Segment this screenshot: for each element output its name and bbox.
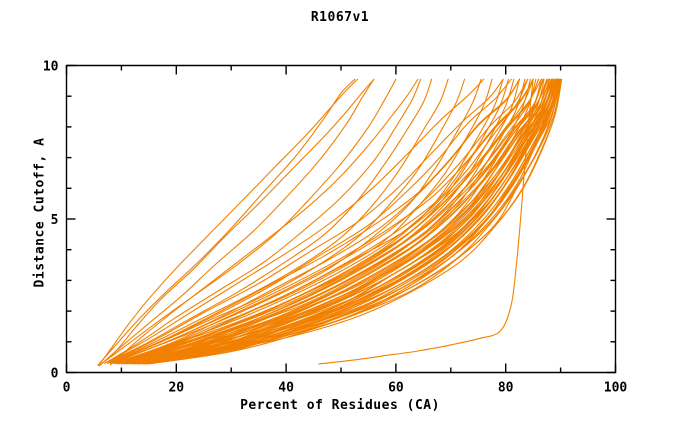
data-series-line xyxy=(145,78,559,364)
y-tick-label: 10 xyxy=(43,60,59,75)
data-series-line xyxy=(142,78,562,363)
data-series-line xyxy=(131,78,552,364)
data-series-line xyxy=(137,78,556,365)
data-series-line xyxy=(107,78,485,363)
x-tick-label: 100 xyxy=(604,381,628,396)
data-series-line xyxy=(109,78,419,366)
tick-labels-group: 0 20 40 60 80 100 0 5 10 xyxy=(43,60,628,396)
data-series-line xyxy=(101,78,397,364)
data-series-line xyxy=(109,78,482,364)
data-series-line xyxy=(112,78,504,364)
data-series-line xyxy=(126,78,553,363)
data-series-line xyxy=(115,78,534,363)
data-series-line xyxy=(112,78,493,364)
data-series-line xyxy=(142,78,559,365)
data-series-line xyxy=(107,78,449,364)
data-series-line xyxy=(104,78,433,364)
axes-group xyxy=(65,64,617,374)
data-series-line xyxy=(112,78,520,363)
x-tick-label: 40 xyxy=(278,381,294,396)
data-series-line xyxy=(137,78,559,363)
data-series-line xyxy=(318,78,534,365)
x-tick-label: 20 xyxy=(168,381,184,396)
data-series-line xyxy=(131,78,556,363)
data-series-line xyxy=(118,78,542,363)
data-series-line xyxy=(148,78,561,364)
data-series-line xyxy=(109,78,512,364)
data-series-line xyxy=(109,78,466,364)
data-series-line xyxy=(104,78,422,364)
data-series-group xyxy=(97,78,563,367)
x-axis-label: Percent of Residues (CA) xyxy=(240,398,440,413)
x-tick-label: 0 xyxy=(63,381,71,396)
data-series-line xyxy=(97,78,356,366)
data-series-line xyxy=(148,78,562,365)
data-series-line xyxy=(99,78,375,366)
data-series-line xyxy=(115,78,529,364)
data-series-line xyxy=(142,78,559,365)
y-tick-label: 0 xyxy=(51,367,59,382)
data-series-line xyxy=(97,78,359,367)
data-series-line xyxy=(115,78,529,365)
data-series-line xyxy=(126,78,548,365)
x-tick-label: 60 xyxy=(388,381,404,396)
chart-title: R1067v1 xyxy=(310,10,370,25)
y-tick-label: 5 xyxy=(51,213,59,228)
data-series-line xyxy=(120,78,550,363)
data-series-line xyxy=(126,78,548,364)
x-tick-label: 80 xyxy=(498,381,514,396)
data-series-line xyxy=(142,78,558,364)
data-series-line xyxy=(109,78,504,363)
data-series-line xyxy=(98,78,375,367)
